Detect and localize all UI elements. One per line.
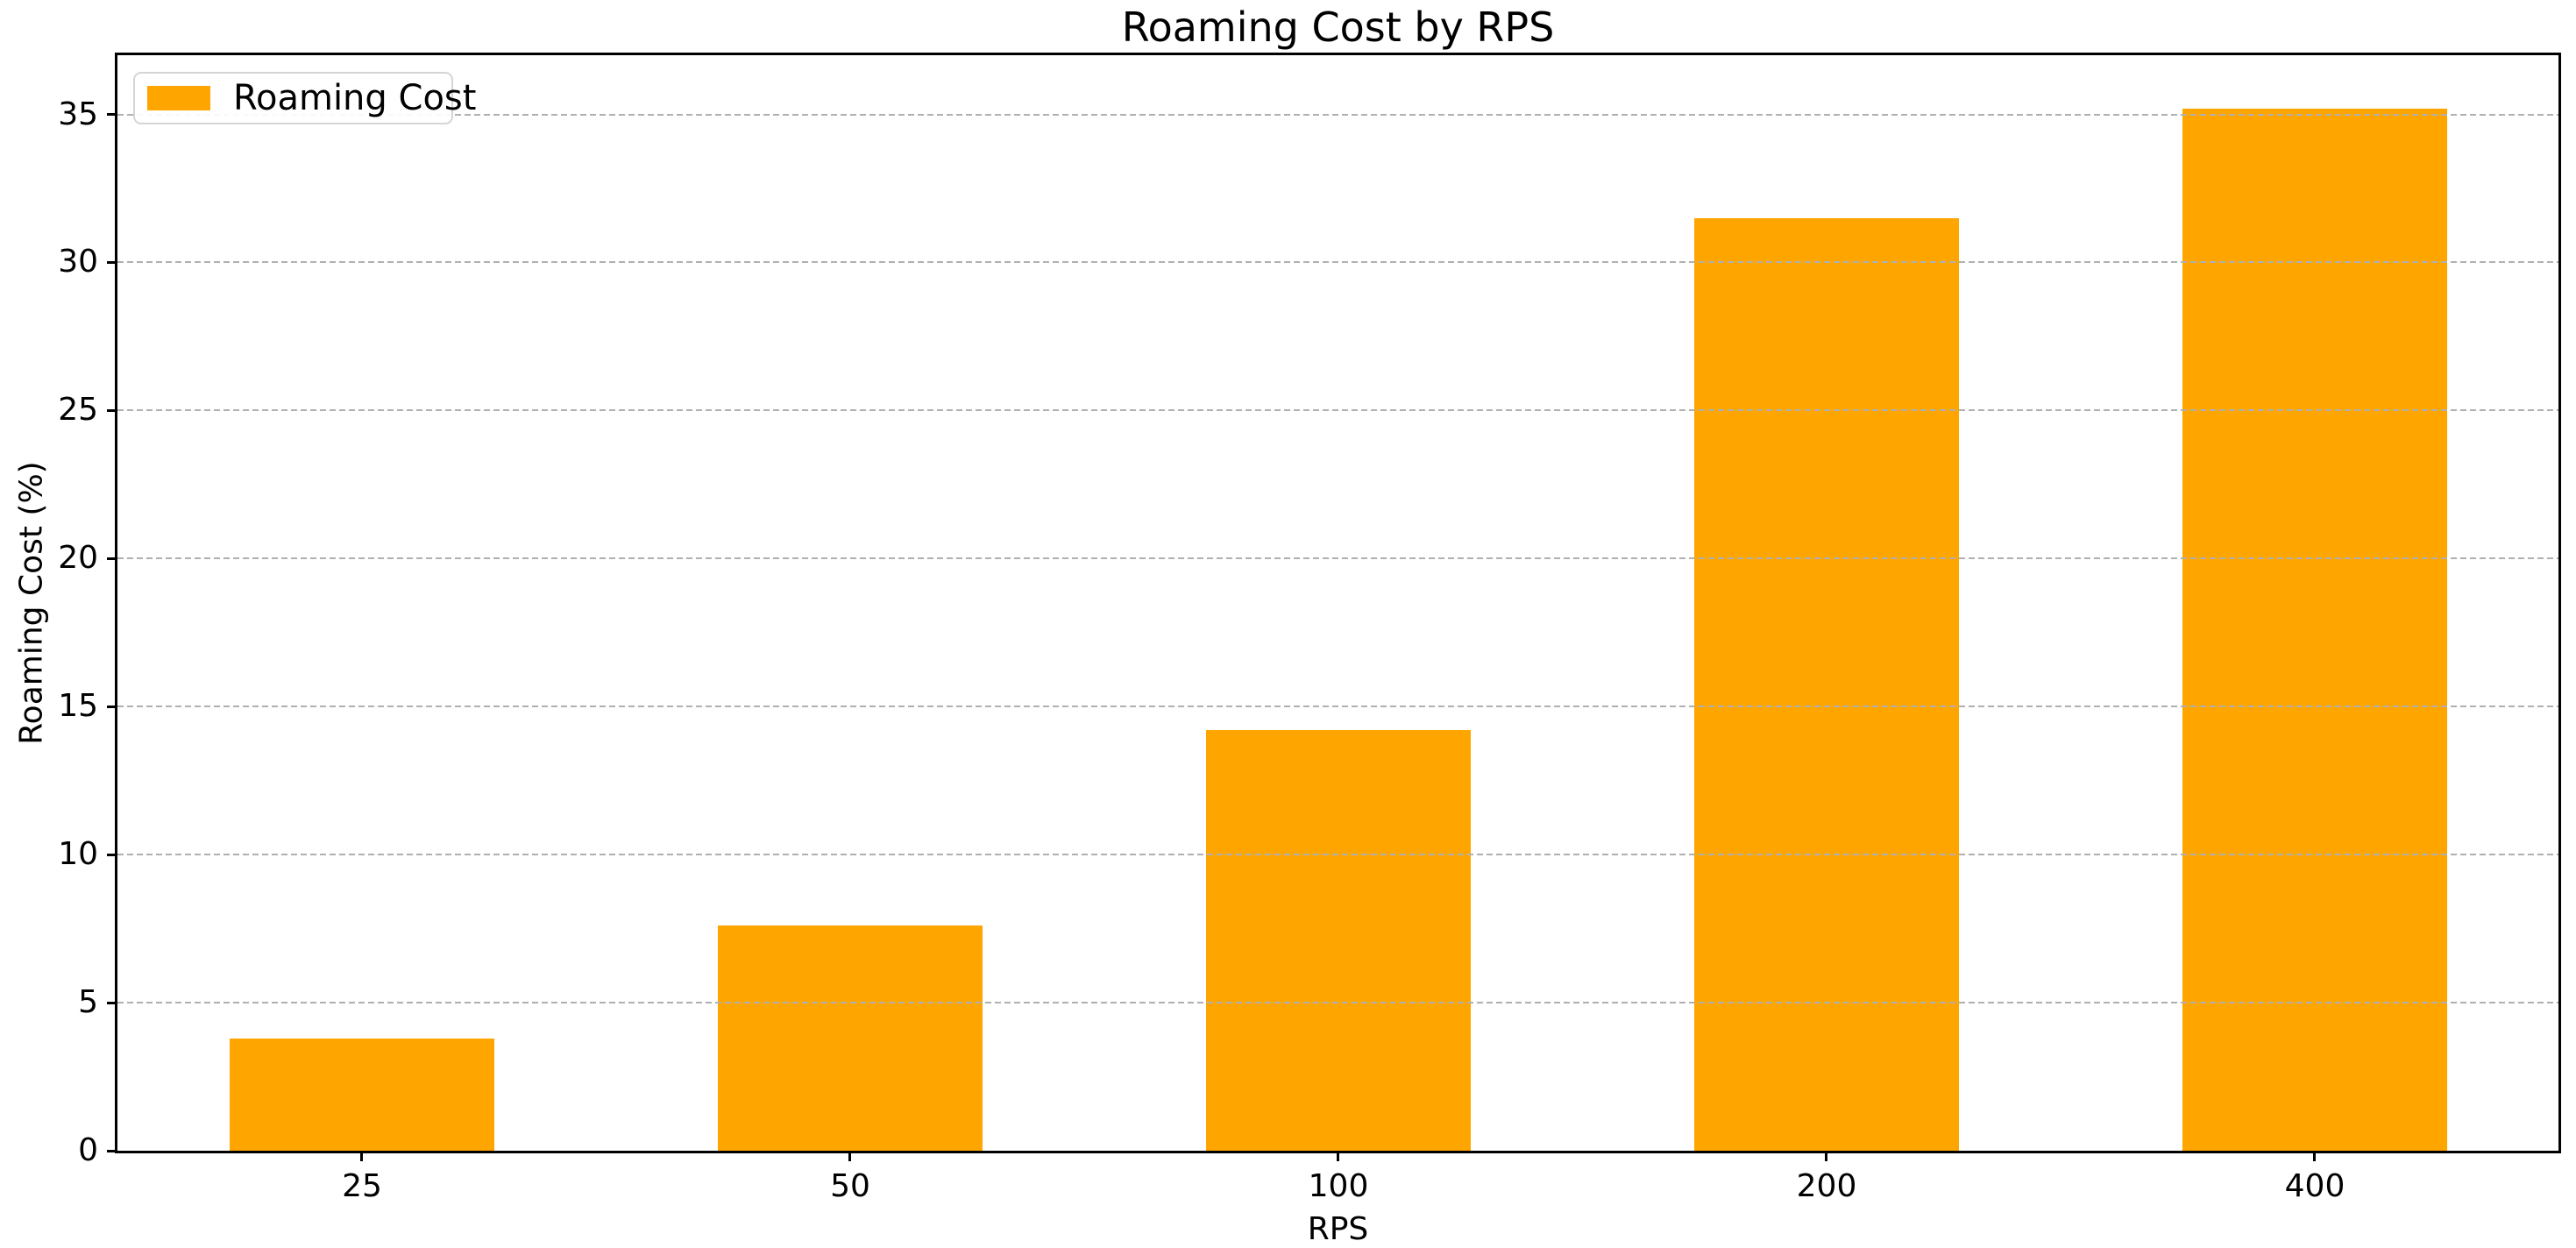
legend-swatch <box>147 86 210 110</box>
y-tick-mark-0 <box>107 1150 117 1152</box>
x-tick-mark-400 <box>2313 1151 2316 1161</box>
legend: Roaming Cost <box>133 72 476 124</box>
x-tick-label-50: 50 <box>830 1168 870 1204</box>
gridline-10 <box>117 854 2558 855</box>
y-tick-label-35: 35 <box>58 96 98 132</box>
y-tick-mark-10 <box>107 854 117 856</box>
y-tick-mark-30 <box>107 261 117 264</box>
gridline-15 <box>117 706 2558 707</box>
x-tick-label-200: 200 <box>1796 1168 1857 1204</box>
y-tick-label-5: 5 <box>78 984 98 1020</box>
gridline-35 <box>117 114 2558 116</box>
gridline-5 <box>117 1002 2558 1003</box>
y-tick-mark-5 <box>107 1002 117 1004</box>
bar-100 <box>1206 730 1471 1151</box>
x-tick-mark-200 <box>1825 1151 1827 1161</box>
x-axis-label: RPS <box>1307 1211 1369 1247</box>
plot-area <box>117 55 2558 1151</box>
y-tick-mark-35 <box>107 113 117 116</box>
x-tick-mark-100 <box>1337 1151 1339 1161</box>
bar-25 <box>230 1039 494 1151</box>
y-tick-label-30: 30 <box>58 244 98 280</box>
y-tick-mark-20 <box>107 557 117 560</box>
y-tick-label-15: 15 <box>58 688 98 724</box>
y-tick-label-0: 0 <box>78 1132 98 1168</box>
y-tick-label-20: 20 <box>58 540 98 576</box>
bar-400 <box>2182 109 2447 1151</box>
gridline-20 <box>117 557 2558 559</box>
y-tick-mark-15 <box>107 706 117 708</box>
x-tick-mark-50 <box>848 1151 851 1161</box>
y-tick-label-25: 25 <box>58 392 98 428</box>
gridline-30 <box>117 261 2558 263</box>
bar-200 <box>1694 218 1959 1151</box>
gridline-25 <box>117 409 2558 411</box>
x-tick-mark-25 <box>360 1151 363 1161</box>
y-axis-label: Roaming Cost (%) <box>13 461 50 745</box>
y-tick-label-10: 10 <box>58 836 98 872</box>
legend-label: Roaming Cost <box>233 78 477 118</box>
x-tick-label-25: 25 <box>342 1168 382 1204</box>
chart-title: Roaming Cost by RPS <box>1121 4 1555 51</box>
x-tick-label-400: 400 <box>2284 1168 2345 1204</box>
bar-50 <box>718 925 983 1151</box>
x-tick-label-100: 100 <box>1308 1168 1369 1204</box>
y-tick-mark-25 <box>107 409 117 412</box>
